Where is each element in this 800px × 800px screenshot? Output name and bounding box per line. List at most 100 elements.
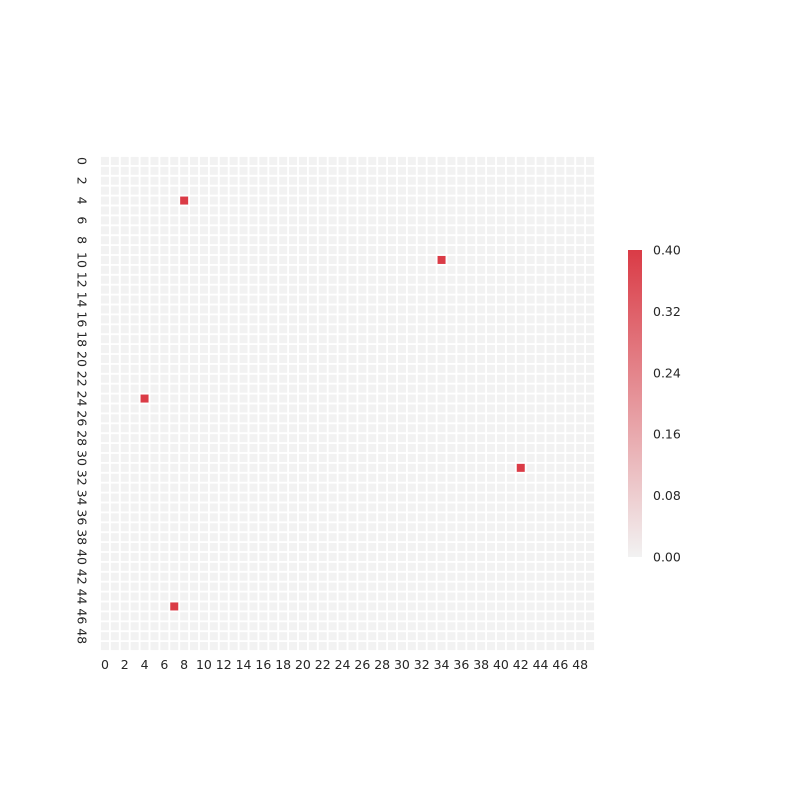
heatmap-cell — [269, 533, 278, 542]
heatmap-cell — [586, 335, 595, 344]
heatmap-cell — [279, 275, 288, 284]
heatmap-cell — [526, 295, 535, 304]
heatmap-cell — [576, 602, 585, 611]
heatmap-cell — [447, 552, 456, 561]
heatmap-cell — [318, 503, 327, 512]
heatmap-cell — [447, 285, 456, 294]
heatmap-cell — [457, 176, 466, 185]
heatmap-cell — [348, 345, 357, 354]
heatmap-cell — [576, 463, 585, 472]
heatmap-cell — [358, 206, 367, 215]
heatmap-cell — [348, 562, 357, 571]
heatmap-cell — [536, 246, 545, 255]
heatmap-cell — [219, 216, 228, 225]
heatmap-cell — [526, 424, 535, 433]
heatmap-cell — [209, 295, 218, 304]
heatmap-cell — [477, 246, 486, 255]
heatmap-cell — [566, 196, 575, 205]
heatmap-cell — [566, 552, 575, 561]
heatmap-cell — [239, 364, 248, 373]
heatmap-cell — [140, 582, 149, 591]
heatmap-cell — [279, 523, 288, 532]
x-tick-label: 42 — [513, 657, 529, 672]
heatmap-cell — [417, 414, 426, 423]
heatmap-cell — [566, 354, 575, 363]
heatmap-cell — [160, 572, 169, 581]
heatmap-cell — [279, 513, 288, 522]
heatmap-cell — [467, 424, 476, 433]
heatmap-cell — [249, 602, 258, 611]
heatmap-cell — [110, 275, 119, 284]
heatmap-cell — [269, 424, 278, 433]
heatmap-cell — [209, 206, 218, 215]
heatmap-cell — [457, 236, 466, 245]
heatmap-cell — [437, 503, 446, 512]
heatmap-cell — [417, 444, 426, 453]
heatmap-cell — [249, 453, 258, 462]
heatmap-cell — [526, 602, 535, 611]
heatmap-cell — [130, 414, 139, 423]
heatmap-cell — [378, 572, 387, 581]
heatmap-cell — [397, 622, 406, 631]
heatmap-cell — [289, 434, 298, 443]
heatmap-cell — [150, 265, 159, 274]
heatmap-cell — [170, 503, 179, 512]
heatmap-cell — [289, 236, 298, 245]
heatmap-cell — [586, 364, 595, 373]
x-tick-label: 6 — [160, 657, 168, 672]
heatmap-cell — [120, 176, 129, 185]
heatmap-cell — [586, 166, 595, 175]
heatmap-cell — [506, 216, 515, 225]
heatmap-cell — [556, 394, 565, 403]
heatmap-cell — [496, 533, 505, 542]
heatmap-cell — [229, 444, 238, 453]
heatmap-cell — [397, 275, 406, 284]
heatmap-cell — [586, 444, 595, 453]
heatmap-cell — [556, 156, 565, 165]
heatmap-cell — [308, 265, 317, 274]
heatmap-cell — [229, 632, 238, 641]
heatmap-cell — [496, 275, 505, 284]
heatmap-cell — [190, 503, 199, 512]
heatmap-cell — [516, 354, 525, 363]
heatmap-cell — [457, 642, 466, 651]
heatmap-cell — [407, 552, 416, 561]
heatmap-cell — [298, 493, 307, 502]
heatmap-cell — [160, 295, 169, 304]
heatmap-cell — [229, 226, 238, 235]
heatmap-cell — [467, 572, 476, 581]
heatmap-cell — [249, 513, 258, 522]
heatmap-cell — [378, 374, 387, 383]
heatmap-cell — [120, 236, 129, 245]
heatmap-cell — [298, 612, 307, 621]
heatmap-cell — [397, 543, 406, 552]
heatmap-cell — [506, 176, 515, 185]
heatmap-cell — [516, 364, 525, 373]
heatmap-cell — [150, 503, 159, 512]
heatmap-cell — [150, 404, 159, 413]
heatmap-cell — [417, 612, 426, 621]
heatmap-cell — [100, 354, 109, 363]
y-tick-label: 34 — [75, 490, 90, 506]
heatmap-cell — [318, 186, 327, 195]
heatmap-cell — [120, 364, 129, 373]
heatmap-cell — [289, 612, 298, 621]
heatmap-cell — [556, 444, 565, 453]
heatmap-cell — [358, 424, 367, 433]
heatmap-cell — [269, 176, 278, 185]
heatmap-cell — [477, 156, 486, 165]
heatmap-cell — [120, 186, 129, 195]
heatmap-cell — [199, 255, 208, 264]
heatmap-cell — [437, 176, 446, 185]
heatmap-cell — [506, 543, 515, 552]
heatmap-cell — [328, 354, 337, 363]
heatmap-cell — [368, 285, 377, 294]
heatmap-cell — [190, 602, 199, 611]
heatmap-cell — [190, 582, 199, 591]
heatmap-cell — [477, 275, 486, 284]
heatmap-cell — [556, 345, 565, 354]
heatmap-cell — [209, 255, 218, 264]
heatmap-cell — [467, 434, 476, 443]
heatmap-cell — [110, 533, 119, 542]
heatmap-cell — [229, 305, 238, 314]
